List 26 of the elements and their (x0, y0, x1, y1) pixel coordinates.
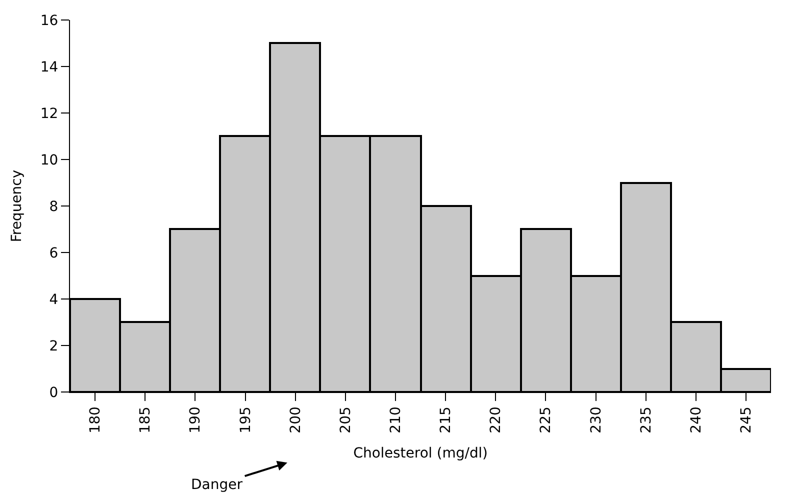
x-tick-label: 230 (588, 406, 604, 434)
y-axis-title: Frequency (8, 170, 25, 242)
y-tick-label: 6 (49, 245, 58, 262)
x-tick-label: 210 (388, 406, 404, 434)
y-tick-label: 8 (49, 198, 58, 215)
y-tick-label: 14 (40, 59, 58, 76)
x-tick-label: 190 (188, 406, 204, 434)
y-tick-label: 2 (49, 338, 58, 354)
x-axis-title: Cholesterol (mg/dl) (353, 446, 488, 462)
text: Danger (191, 477, 243, 493)
y-tick-label: 16 (40, 12, 58, 29)
x-tick-label: 235 (638, 406, 654, 434)
x-tick-label: 215 (438, 406, 454, 434)
y-tick-label: 10 (40, 152, 58, 168)
y-tick-label: 12 (40, 106, 58, 122)
x-tick-label: 195 (238, 406, 254, 434)
x-tick-label: 205 (338, 406, 354, 434)
x-tick-label: 200 (288, 406, 304, 434)
x-tick-label: 220 (488, 406, 504, 434)
x-tick-label: 245 (738, 406, 755, 434)
x-tick-label: 185 (138, 406, 154, 434)
x-tick-label: 225 (538, 406, 554, 434)
x-tick-label: 180 (88, 406, 104, 434)
x-tick-label: 240 (688, 406, 704, 434)
y-tick-label: 4 (49, 292, 58, 308)
y-tick-label: 0 (49, 384, 58, 401)
